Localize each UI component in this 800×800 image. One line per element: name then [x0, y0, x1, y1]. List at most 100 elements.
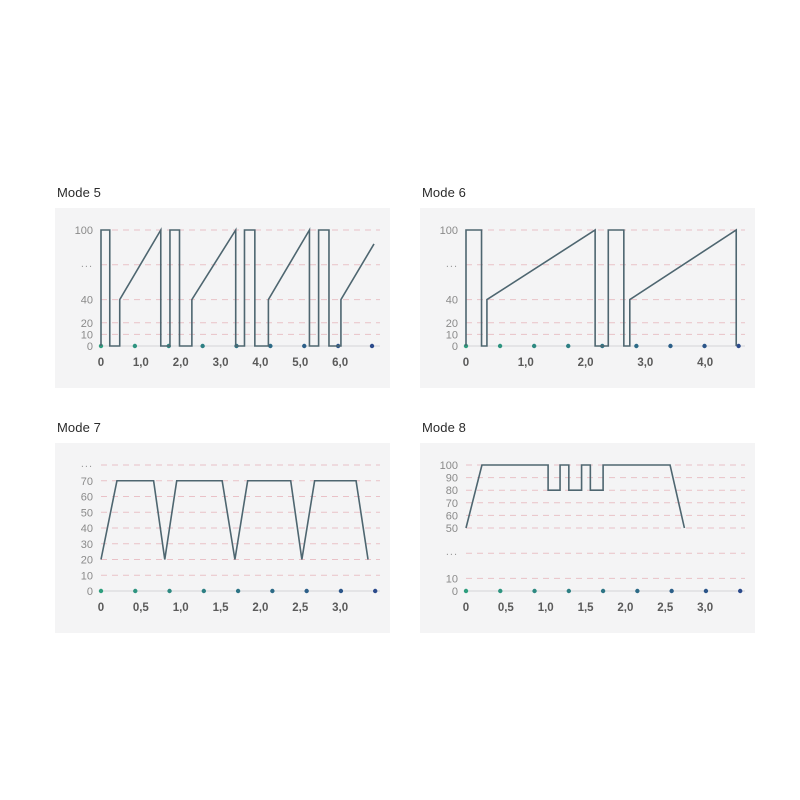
y-tick-label: 10	[81, 329, 93, 341]
chart-title-mode-6: Mode 6	[422, 185, 466, 200]
x-axis-dot	[133, 588, 138, 594]
waveform-line	[465, 228, 738, 347]
x-tick-label: 2,5	[657, 602, 674, 614]
y-tick-label: 60	[81, 492, 93, 504]
x-axis-dot	[566, 343, 571, 349]
x-axis-dot	[304, 588, 309, 594]
x-tick-label: 1,0	[518, 357, 534, 369]
chart-cell-mode-8: Mode 8 0 10... 50 60 70 80 90 100 0 0,5 1,0 1,5 2,0 2…	[420, 420, 755, 633]
y-tick-label: 100	[75, 225, 93, 237]
y-tick-label: 70	[81, 476, 93, 488]
x-tick-label: 0,5	[133, 602, 150, 614]
x-axis-dot	[497, 343, 503, 349]
x-axis-dot	[463, 588, 469, 594]
x-tick-label: 3,0	[697, 602, 713, 614]
y-tick-label: ...	[446, 546, 458, 558]
y-tick-label: 0	[452, 586, 458, 598]
chart-title-mode-8: Mode 8	[422, 420, 466, 435]
x-axis-dot	[600, 588, 606, 594]
x-tick-label: 4,0	[252, 357, 268, 369]
y-tick-label: 60	[446, 510, 458, 522]
x-axis-dot	[270, 588, 275, 594]
chart-title-mode-7: Mode 7	[57, 420, 101, 435]
x-axis-dot	[373, 588, 378, 594]
y-tick-label: ...	[81, 258, 93, 270]
y-tick-label: ...	[81, 458, 93, 470]
x-axis-dot	[634, 343, 639, 349]
x-tick-label: 0	[463, 357, 469, 369]
y-tick-label: 100	[440, 225, 458, 237]
y-tick-label: 50	[81, 507, 93, 519]
y-tick-label: 40	[81, 523, 93, 535]
x-axis-dot	[702, 343, 707, 349]
x-axis-dot	[98, 588, 104, 594]
x-tick-label: 0	[98, 602, 104, 614]
x-axis-dot	[738, 588, 743, 594]
x-axis-dot	[498, 588, 503, 594]
y-tick-label: 10	[446, 329, 458, 341]
x-axis-dot	[200, 343, 205, 349]
x-tick-label: 2,0	[173, 357, 189, 369]
waveform-line	[100, 227, 375, 347]
chart-panel-mode-7[interactable]: 0 10 20 30 40 50 60 70... 0 0,5 1,0 1,5 2,0 2,5 3,0	[55, 443, 390, 633]
chart-panel-mode-8[interactable]: 0 10... 50 60 70 80 90 100 0 0,5 1,0 1,5 2,0 2,5 3,0	[420, 443, 755, 633]
x-tick-label: 1,0	[133, 357, 149, 369]
x-tick-label: 1,5	[213, 602, 230, 614]
x-tick-label: 6,0	[332, 357, 348, 369]
chart-panel-mode-5[interactable]: 0 10 20 40... 100 0 1,0 2,0 3,0 4,0 5,0 6,0	[55, 208, 390, 388]
x-tick-label: 3,0	[213, 357, 229, 369]
x-axis-dot	[531, 343, 537, 349]
x-tick-label: 3,0	[332, 602, 348, 614]
x-tick-label: 2,0	[578, 357, 594, 369]
x-tick-label: 0	[463, 602, 469, 614]
x-tick-label: 2,5	[292, 602, 309, 614]
chart-svg-mode-7: 0 10 20 30 40 50 60 70... 0 0,5 1,0 1,5 2,0 2,5 3,0	[81, 458, 380, 614]
x-tick-label: 2,0	[252, 602, 268, 614]
x-tick-label: 1,5	[578, 602, 595, 614]
x-axis-dot	[669, 588, 674, 594]
y-tick-label: 50	[446, 523, 458, 535]
y-tick-label: 20	[81, 318, 93, 330]
y-tick-label: 30	[81, 539, 93, 551]
x-tick-label: 0,5	[498, 602, 515, 614]
y-tick-label: 40	[81, 295, 93, 307]
x-axis-dot	[532, 588, 537, 594]
x-tick-label: 3,0	[637, 357, 653, 369]
chart-cell-mode-7: Mode 7 0 10 20 30 40 50 60 70... 0 0,5 1,0 1,5 2,0 2,…	[55, 420, 390, 633]
x-axis-dot	[668, 343, 673, 349]
waveform-line	[465, 464, 686, 529]
x-axis-dot	[268, 343, 273, 349]
y-tick-label: 90	[446, 473, 458, 485]
x-tick-label: 2,0	[617, 602, 633, 614]
y-tick-label: 100	[440, 460, 458, 472]
x-axis-dot	[201, 588, 207, 594]
x-tick-label: 1,0	[538, 602, 554, 614]
y-tick-label: 10	[81, 570, 93, 582]
x-tick-label: 5,0	[292, 357, 308, 369]
x-axis-dot	[736, 343, 741, 349]
x-axis-dot	[338, 588, 344, 594]
x-axis-dot	[132, 343, 138, 349]
y-tick-label: 0	[452, 341, 458, 353]
y-tick-label: 80	[446, 485, 458, 497]
y-tick-label: 20	[446, 318, 458, 330]
x-axis-dot	[235, 588, 241, 594]
y-tick-label: 0	[87, 341, 93, 353]
chart-cell-mode-5: Mode 5 0 10 20 40... 100 0 1,0 2,0 3,0 4,0 5,0 6,0	[55, 185, 390, 388]
y-tick-label: 20	[81, 555, 93, 567]
chart-title-mode-5: Mode 5	[57, 185, 101, 200]
y-tick-label: 70	[446, 498, 458, 510]
x-tick-label: 4,0	[697, 357, 713, 369]
x-axis-dot	[167, 588, 172, 594]
y-tick-label: ...	[446, 258, 458, 270]
x-axis-dot	[703, 588, 709, 594]
chart-panel-mode-6[interactable]: 0 10 20 40... 100 0 1,0 2,0 3,0 4,0	[420, 208, 755, 388]
x-axis-dot	[369, 343, 375, 349]
x-tick-label: 1,0	[173, 602, 189, 614]
waveform-line	[100, 479, 369, 560]
x-axis-dot	[635, 588, 640, 594]
